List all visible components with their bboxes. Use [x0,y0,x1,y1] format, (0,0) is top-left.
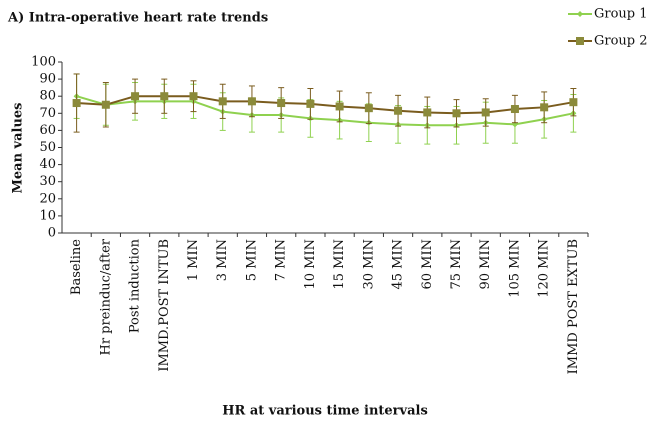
marker [131,92,140,101]
marker [394,106,403,115]
legend-marker [577,11,583,17]
marker [481,108,490,117]
marker [160,92,169,101]
y-tick-label: 20 [39,191,56,206]
marker [247,97,256,106]
x-tick-label: 5 MIN [244,239,259,281]
x-tick-label: 75 MIN [449,239,464,290]
marker [510,105,519,114]
x-tick-label: 120 MIN [537,239,552,298]
marker [364,104,373,113]
y-tick-label: 70 [39,106,56,121]
marker [306,99,315,108]
x-tick-label: Hr preinduc/after [98,238,113,355]
x-tick-label: 45 MIN [391,239,406,290]
y-tick-label: 80 [39,89,56,104]
marker [277,99,286,108]
legend-label: Group 2 [594,34,648,49]
series-line [76,95,574,115]
marker [452,109,461,118]
x-tick-label: 1 MIN [186,239,201,281]
x-tick-label: 3 MIN [215,239,230,281]
marker [189,92,198,101]
marker [335,102,344,111]
chart-title: A) Intra-operative heart rate trends [7,11,268,26]
y-tick-label: 40 [39,157,56,172]
x-tick-label: 105 MIN [507,239,522,298]
x-tick-label: 7 MIN [274,239,289,281]
legend-label: Group 1 [594,7,648,22]
marker [101,100,110,109]
x-tick-label: 60 MIN [420,239,435,290]
x-tick-label: Baseline [69,239,84,295]
x-tick-label: 30 MIN [361,239,376,290]
x-tick-label: 15 MIN [332,239,347,290]
marker [72,99,81,108]
marker [569,98,578,107]
x-tick-label: 90 MIN [478,239,493,290]
y-tick-label: 90 [39,72,56,87]
y-tick-label: 50 [39,140,56,155]
y-axis-label: Mean values [11,102,26,193]
y-tick-label: 30 [39,174,56,189]
y-tick-label: 60 [39,123,56,138]
y-tick-label: 0 [48,226,56,241]
x-tick-label: IMMD.POST INTUB [157,239,172,372]
y-tick-label: 10 [39,208,56,223]
marker [540,103,549,112]
y-tick-label: 100 [31,55,56,70]
x-tick-label: IMMD POST EXTUB [566,239,581,374]
x-axis-label: HR at various time intervals [222,404,428,419]
x-tick-label: 10 MIN [303,239,318,290]
legend-marker [576,37,584,45]
x-tick-label: Post induction [128,238,143,333]
series-line [76,95,574,127]
marker [218,97,227,106]
marker [423,108,432,117]
